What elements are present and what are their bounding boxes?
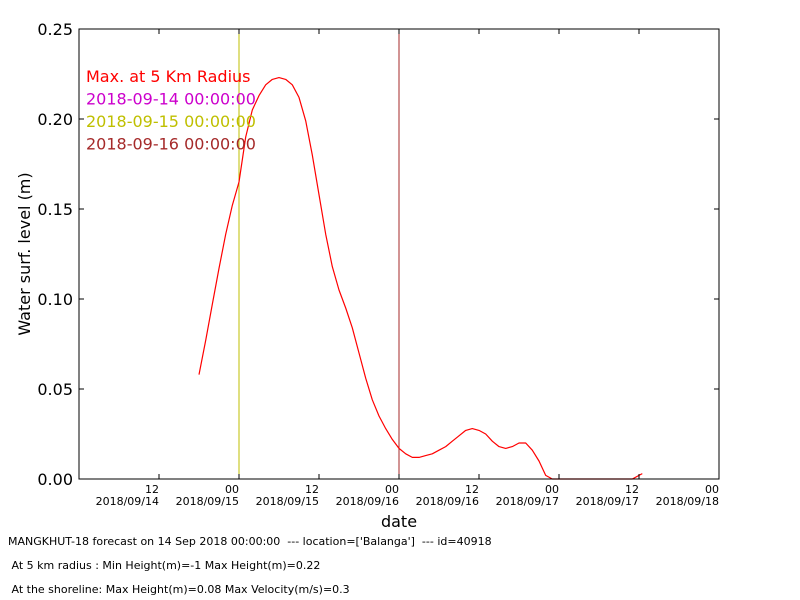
legend-entry: 2018-09-16 00:00:00 <box>86 135 256 154</box>
series-layer <box>198 76 643 480</box>
x-axis-label: date <box>381 512 417 531</box>
x-tick-date: 2018/09/17 <box>576 495 639 508</box>
x-tick-hour: 00 <box>225 483 239 496</box>
x-tick-date: 2018/09/16 <box>336 495 399 508</box>
x-tick-hour: 12 <box>305 483 319 496</box>
x-tick-date: 2018/09/17 <box>496 495 559 508</box>
x-tick-date: 2018/09/15 <box>176 495 239 508</box>
x-tick-hour: 00 <box>545 483 559 496</box>
y-tick-label: 0.00 <box>37 470 73 489</box>
y-tick-label: 0.05 <box>37 380 73 399</box>
vertical-lines <box>238 29 400 479</box>
series-line-0 <box>198 76 643 480</box>
shoreline-info: At the shoreline: Max Height(m)=0.08 Max… <box>8 583 350 596</box>
legend-entry: 2018-09-14 00:00:00 <box>86 90 256 109</box>
x-tick-hour: 00 <box>385 483 399 496</box>
legend-entry: Max. at 5 Km Radius <box>86 67 251 86</box>
y-tick-label: 0.25 <box>37 20 73 39</box>
x-tick-hour: 12 <box>145 483 159 496</box>
y-tick-label: 0.20 <box>37 110 73 129</box>
x-tick-date: 2018/09/18 <box>656 495 719 508</box>
x-tick-hour: 12 <box>465 483 479 496</box>
y-axis-ticks: 0.00 0.05 0.10 0.15 0.20 0.25 <box>37 20 719 489</box>
forecast-info: MANGKHUT-18 forecast on 14 Sep 2018 00:0… <box>8 535 492 548</box>
x-tick-date: 2018/09/15 <box>256 495 319 508</box>
x-tick-hour: 12 <box>625 483 639 496</box>
x-tick-date: 2018/09/14 <box>96 495 159 508</box>
radius-info: At 5 km radius : Min Height(m)=-1 Max He… <box>8 559 321 572</box>
legend: Max. at 5 Km Radius 2018-09-14 00:00:00 20… <box>86 67 256 154</box>
y-tick-label: 0.10 <box>37 290 73 309</box>
x-axis-ticks: 122018/09/14002018/09/15122018/09/150020… <box>96 29 720 508</box>
y-tick-label: 0.15 <box>37 200 73 219</box>
y-axis-label: Water surf. level (m) <box>15 172 34 335</box>
legend-entry: 2018-09-15 00:00:00 <box>86 112 256 131</box>
x-tick-hour: 00 <box>705 483 719 496</box>
x-tick-date: 2018/09/16 <box>416 495 479 508</box>
